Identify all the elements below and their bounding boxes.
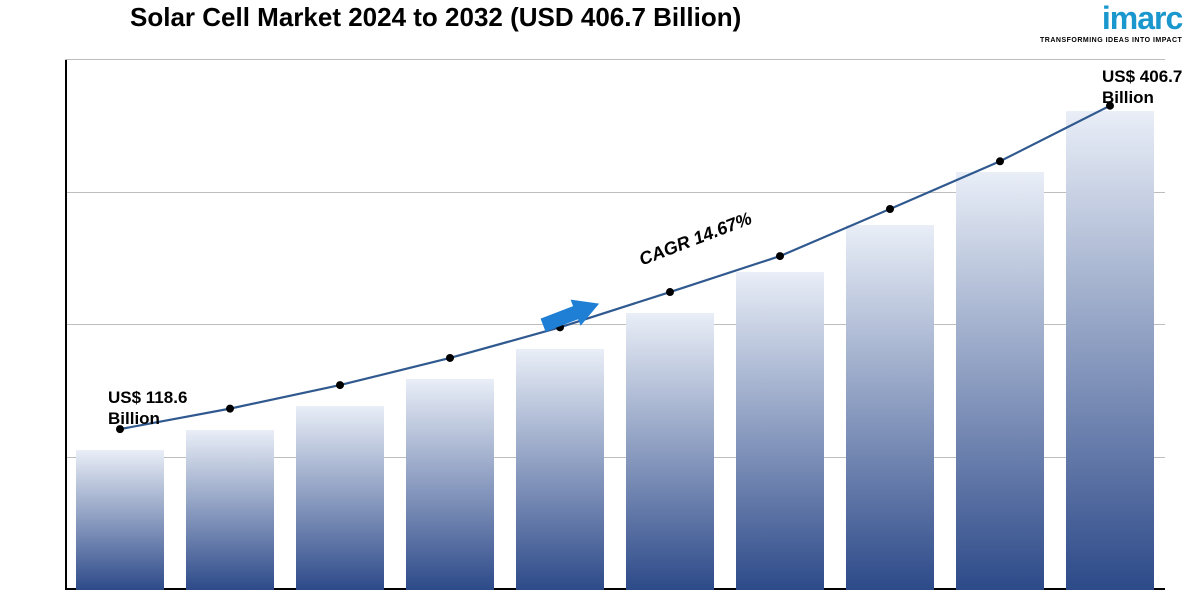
- data-marker: [996, 157, 1004, 165]
- plot-area: US$ 118.6BillionUS$ 406.7BillionCAGR 14.…: [65, 60, 1165, 590]
- brand-logo: imarc TRANSFORMING IDEAS INTO IMPACT: [1040, 0, 1182, 44]
- data-marker: [886, 205, 894, 213]
- value-label: US$ 406.7Billion: [1102, 66, 1182, 109]
- line-layer: [65, 60, 1165, 590]
- chart-container: { "title": { "text": "Solar Cell Market …: [0, 0, 1200, 600]
- data-marker: [336, 381, 344, 389]
- data-marker: [666, 288, 674, 296]
- trend-line: [120, 106, 1110, 429]
- value-label: US$ 118.6Billion: [108, 387, 187, 430]
- data-marker: [776, 252, 784, 260]
- data-marker: [226, 405, 234, 413]
- data-marker: [446, 354, 454, 362]
- chart-title: Solar Cell Market 2024 to 2032 (USD 406.…: [130, 2, 741, 33]
- brand-logo-tagline: TRANSFORMING IDEAS INTO IMPACT: [1040, 37, 1182, 44]
- brand-logo-text: imarc: [1040, 0, 1182, 37]
